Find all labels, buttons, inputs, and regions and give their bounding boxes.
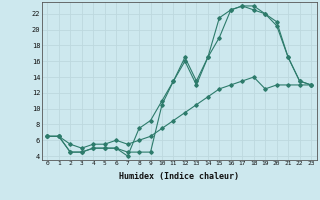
X-axis label: Humidex (Indice chaleur): Humidex (Indice chaleur): [119, 172, 239, 181]
